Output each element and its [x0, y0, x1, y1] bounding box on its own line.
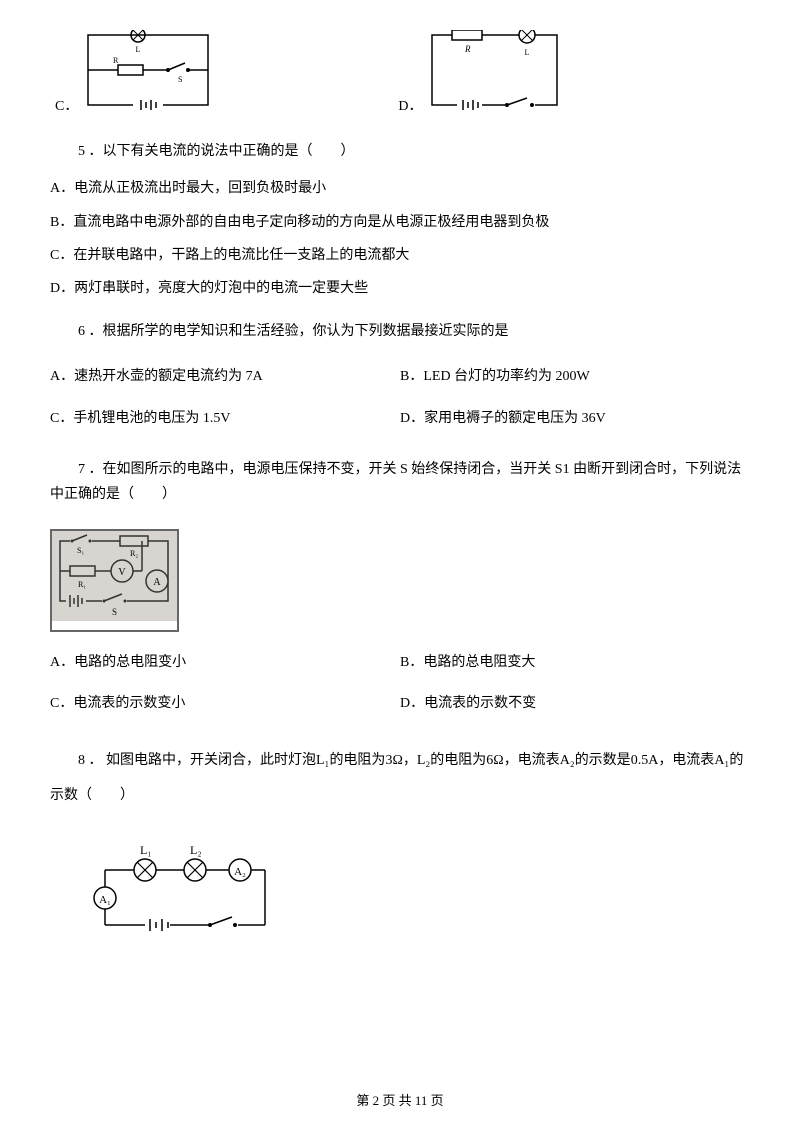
svg-text:R: R: [464, 44, 471, 54]
question-5-text: 5 ．以下有关电流的说法中正确的是（ ）: [50, 139, 750, 164]
option-c-container: C． L R S: [50, 30, 213, 119]
question-6-text: 6 ．根据所学的电学知识和生活经验，你认为下列数据最接近实际的是: [50, 319, 750, 344]
question-7-text: 7 ．在如图所示的电路中，电源电压保持不变，开关 S 始终保持闭合，当开关 S1…: [50, 457, 750, 507]
q8-part1: 8 ． 如图电路中，开关闭合，此时灯泡: [78, 753, 316, 768]
q5-option-b: B．直流电路中电源外部的自由电子定向移动的方向是从电源正极经用电器到负极: [50, 210, 750, 235]
q8-A1: A₁: [714, 753, 729, 768]
q7-options-row2: C．电流表的示数变小 D．电流表的示数不变: [50, 683, 750, 724]
svg-text:A₁: A₁: [99, 894, 111, 906]
svg-text:S: S: [178, 75, 182, 84]
q8-phrase6: ，电流表: [658, 753, 714, 768]
q8-phrase5: 的示数是: [575, 753, 631, 768]
q6-options-row2: C．手机锂电池的电压为 1.5V D．家用电褥子的额定电压为 36V: [50, 398, 750, 439]
svg-text:V: V: [118, 567, 126, 578]
q8-phrase2: 的电阻为: [329, 753, 385, 768]
svg-text:L: L: [136, 45, 141, 54]
q8-phrase4: ，电流表: [504, 753, 560, 768]
circuit-options-row: C． L R S: [50, 30, 750, 119]
q8-circuit-diagram: L₁ L₂ A₂ A₁: [90, 840, 280, 954]
q8-R2: 6Ω: [486, 753, 503, 768]
q6-options-row1: A．速热开水壶的额定电流约为 7A B．LED 台灯的功率约为 200W: [50, 356, 750, 397]
q8-phrase3: 的电阻为: [430, 753, 486, 768]
q7-option-d: D．电流表的示数不变: [400, 691, 750, 716]
q8-A2: A₂: [560, 753, 575, 768]
q7-circuit-diagram: S₁ R₂ R₁ V A S: [50, 529, 179, 632]
q6-option-b: B．LED 台灯的功率约为 200W: [400, 364, 750, 389]
q8-sep1: ，: [403, 753, 417, 768]
option-c-label: C．: [55, 94, 78, 119]
circuit-d-diagram: R L S: [427, 30, 562, 119]
svg-text:R₂: R₂: [130, 549, 138, 558]
q7-options-row1: A．电路的总电阻变小 B．电路的总电阻变大: [50, 642, 750, 683]
option-d-container: D． R L: [393, 30, 562, 119]
svg-text:S₁: S₁: [77, 546, 84, 555]
q5-option-a: A．电流从正极流出时最大，回到负极时最小: [50, 176, 750, 201]
svg-text:L: L: [525, 48, 530, 57]
q7-option-b: B．电路的总电阻变大: [400, 650, 750, 675]
svg-text:S: S: [112, 607, 117, 617]
q7-option-a: A．电路的总电阻变小: [50, 650, 400, 675]
svg-text:A₂: A₂: [234, 866, 246, 878]
svg-text:R₁: R₁: [78, 580, 86, 589]
page-footer: 第 2 页 共 11 页: [0, 1089, 800, 1112]
q8-R1: 3Ω: [385, 753, 402, 768]
q7-option-c: C．电流表的示数变小: [50, 691, 400, 716]
q5-option-d: D．两灯串联时，亮度大的灯泡中的电流一定要大些: [50, 276, 750, 301]
q6-option-a: A．速热开水壶的额定电流约为 7A: [50, 364, 400, 389]
option-d-label: D．: [398, 94, 422, 119]
svg-text:A: A: [153, 577, 161, 588]
circuit-c-diagram: L R S: [83, 30, 213, 119]
question-8-text: 8 ． 如图电路中，开关闭合，此时灯泡L₁的电阻为3Ω，L₂的电阻为6Ω，电流表…: [50, 743, 750, 813]
svg-text:L₂: L₂: [190, 843, 202, 857]
svg-text:R: R: [113, 56, 119, 65]
svg-text:L₁: L₁: [140, 843, 152, 857]
q6-option-d: D．家用电褥子的额定电压为 36V: [400, 406, 750, 431]
q8-L1: L₁: [316, 753, 329, 768]
q8-I2: 0.5A: [631, 753, 659, 768]
q8-L2: L₂: [417, 753, 430, 768]
q5-option-c: C．在并联电路中，干路上的电流比任一支路上的电流都大: [50, 243, 750, 268]
q6-option-c: C．手机锂电池的电压为 1.5V: [50, 406, 400, 431]
